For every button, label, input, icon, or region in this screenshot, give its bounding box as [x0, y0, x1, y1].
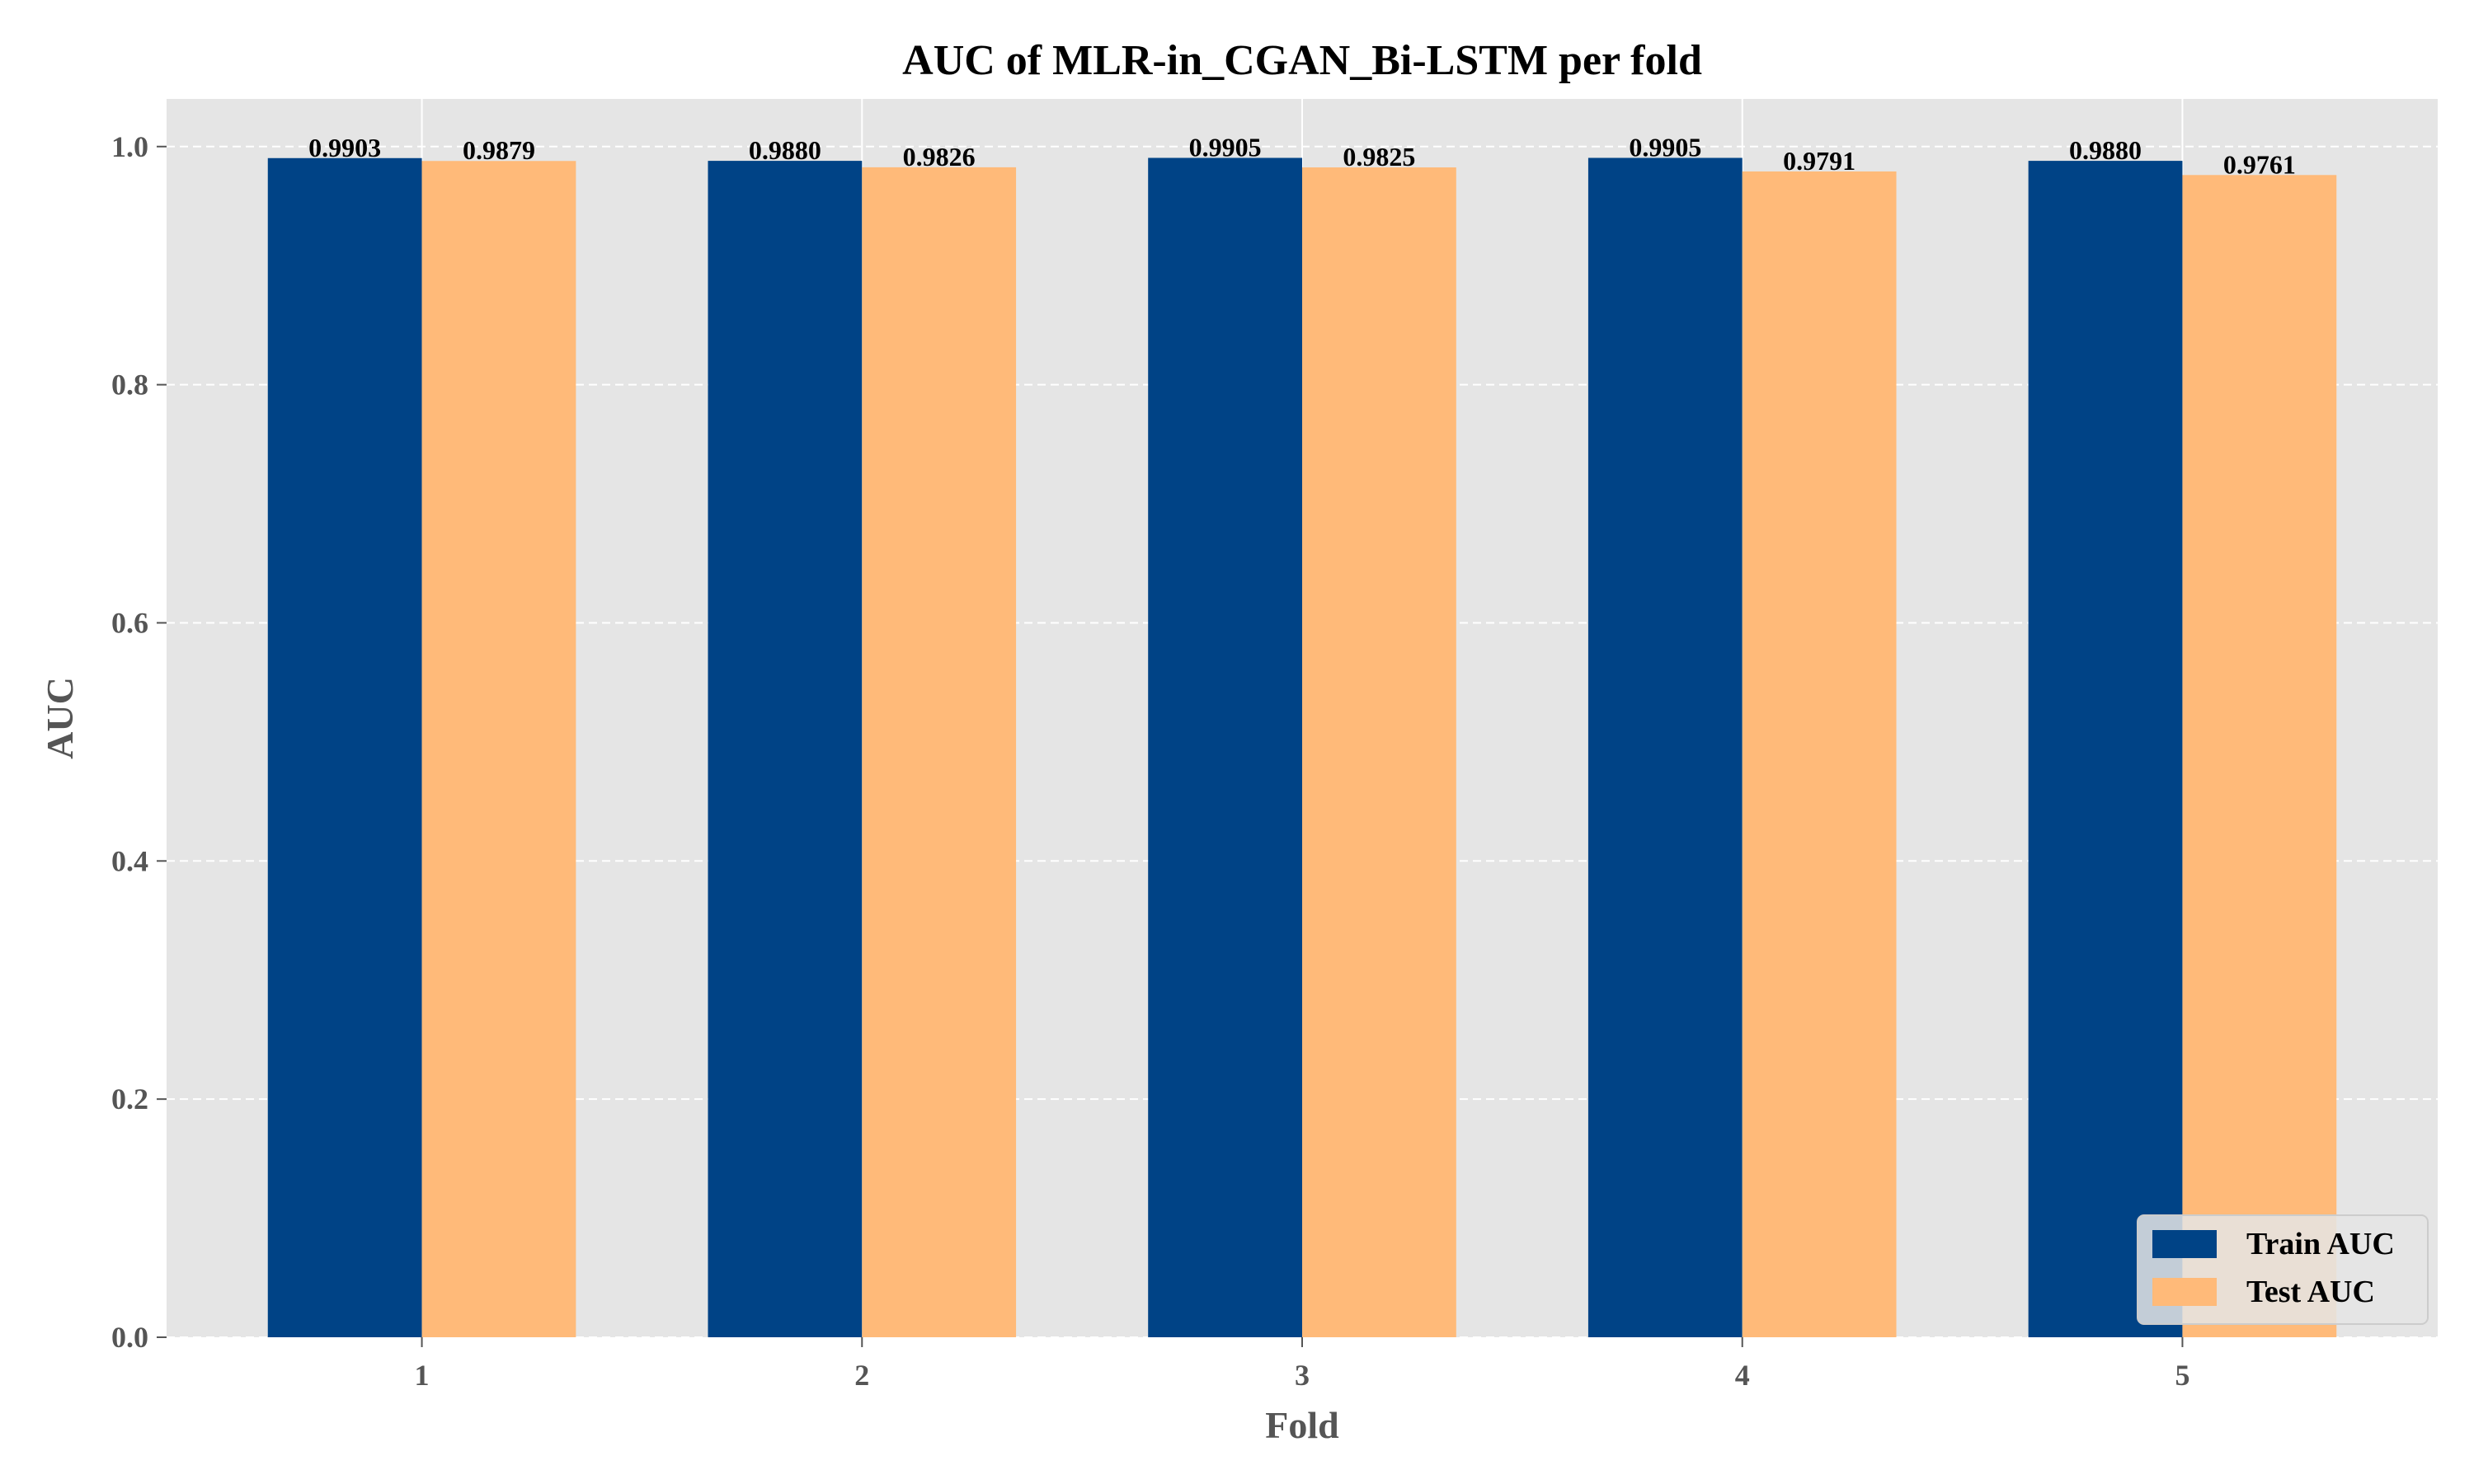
legend-swatch — [2152, 1230, 2217, 1258]
data-label: 0.9825 — [1343, 142, 1415, 171]
x-tick-label: 3 — [1295, 1359, 1310, 1392]
y-tick-label: 0.8 — [111, 369, 148, 402]
bar-test-fold-3 — [1302, 167, 1456, 1338]
chart-title: AUC of MLR-in_CGAN_Bi-LSTM per fold — [902, 37, 1702, 84]
y-tick-label: 0.0 — [111, 1321, 148, 1354]
data-labels: 0.9903 0.9880 0.9905 0.9905 0.9880 0.9879 0.98… — [308, 132, 2296, 179]
x-axis-ticks: 1 2 3 4 5 — [415, 1337, 2189, 1392]
x-axis-label: Fold — [1265, 1404, 1339, 1446]
legend: Train AUC Test AUC — [2137, 1214, 2429, 1325]
y-tick-label: 0.6 — [111, 606, 148, 639]
data-label: 0.9791 — [1783, 146, 1856, 176]
x-tick-label: 4 — [1735, 1359, 1750, 1392]
y-axis-ticks: 0.0 0.2 0.4 0.6 0.8 1.0 — [111, 130, 167, 1354]
y-tick-label: 0.2 — [111, 1082, 148, 1115]
legend-swatch — [2152, 1278, 2217, 1306]
bar-train-fold-3 — [1148, 157, 1302, 1338]
y-tick-label: 0.4 — [111, 844, 148, 877]
x-tick-label: 5 — [2175, 1359, 2189, 1392]
data-label: 0.9905 — [1189, 132, 1262, 162]
bar-test-fold-5 — [2182, 175, 2337, 1337]
data-label: 0.9905 — [1629, 132, 1701, 162]
bar-test-fold-4 — [1742, 171, 1897, 1338]
bar-test-fold-2 — [862, 167, 1017, 1338]
legend-label: Train AUC — [2246, 1227, 2395, 1261]
bar-train-fold-1 — [267, 157, 422, 1337]
bars — [267, 157, 2337, 1338]
x-tick-label: 1 — [415, 1359, 430, 1392]
y-axis-label: AUC — [39, 677, 81, 759]
data-label: 0.9761 — [2223, 149, 2296, 179]
data-label: 0.9826 — [903, 142, 976, 171]
x-tick-label: 2 — [854, 1359, 869, 1392]
bar-train-fold-4 — [1587, 157, 1743, 1338]
legend-label: Test AUC — [2246, 1275, 2375, 1309]
data-label: 0.9880 — [749, 135, 821, 165]
data-label: 0.9903 — [308, 133, 381, 162]
bar-test-fold-1 — [421, 161, 576, 1338]
bar-train-fold-5 — [2028, 161, 2183, 1338]
data-label: 0.9879 — [463, 135, 535, 165]
bar-train-fold-2 — [708, 161, 863, 1338]
data-label: 0.9880 — [2069, 135, 2142, 165]
y-tick-label: 1.0 — [111, 130, 148, 163]
